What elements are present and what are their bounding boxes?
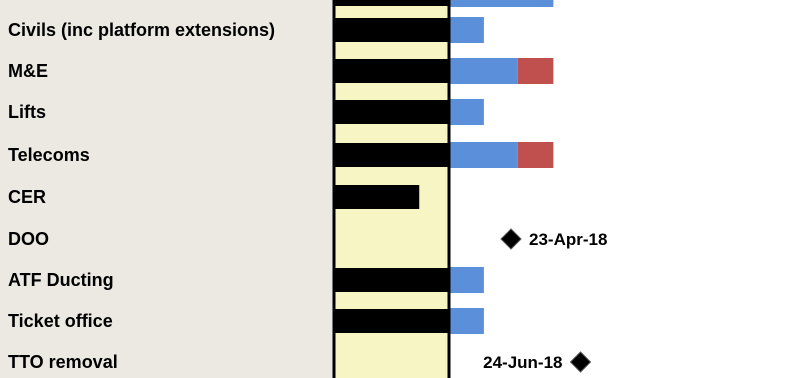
planned-bar <box>450 308 484 334</box>
status-bar <box>333 268 448 292</box>
task-label: TTO removal <box>8 352 118 372</box>
task-label: Telecoms <box>8 145 90 165</box>
milestone-label: 23-Apr-18 <box>529 230 607 249</box>
task-label: CER <box>8 187 46 207</box>
planned-bar <box>450 17 484 43</box>
task-label: ATF Ducting <box>8 270 114 290</box>
milestone-label: 24-Jun-18 <box>483 353 562 372</box>
task-label: M&E <box>8 61 48 81</box>
task-label-column <box>0 0 333 378</box>
planned-bar <box>450 99 484 125</box>
status-bar <box>333 185 420 209</box>
planned-bar <box>450 58 518 84</box>
status-bar <box>333 143 448 167</box>
status-bar <box>333 18 448 42</box>
task-label: Civils (inc platform extensions) <box>8 20 275 40</box>
milestone-diamond-icon <box>569 351 592 373</box>
status-bar <box>333 309 448 333</box>
overrun-bar <box>517 58 554 84</box>
milestone-diamond-icon <box>500 228 522 250</box>
task-label: Ticket office <box>8 311 113 331</box>
status-bar <box>333 59 448 83</box>
task-label: Lifts <box>8 102 46 122</box>
planned-bar <box>450 267 484 293</box>
overrun-bar <box>517 142 554 168</box>
planned-bar <box>450 142 518 168</box>
task-label: DOO <box>8 229 49 249</box>
status-bar <box>333 0 448 6</box>
planned-bar <box>450 0 554 7</box>
status-bar <box>333 100 448 124</box>
